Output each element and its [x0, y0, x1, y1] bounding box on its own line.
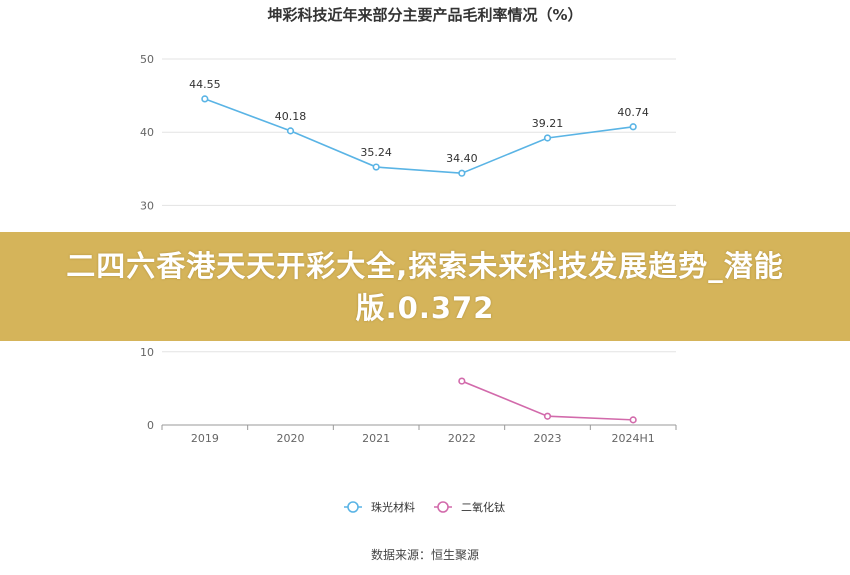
overlay-banner: 二四六香港天天开彩大全,探索未来科技发展趋势_潜能版.0.372 — [0, 232, 850, 341]
data-point — [201, 95, 209, 103]
x-tick-label: 2021 — [362, 432, 390, 445]
y-tick-label: 40 — [140, 126, 154, 139]
data-label: 35.24 — [360, 146, 392, 159]
data-source: 数据来源：恒生聚源 — [370, 548, 479, 562]
chart-title: 坤彩科技近年来部分主要产品毛利率情况（%） — [267, 6, 583, 24]
axes: 01020304050201920202021202220232024H1 — [140, 53, 677, 445]
x-tick-label: 2022 — [448, 432, 476, 445]
data-point — [372, 163, 380, 171]
data-point — [458, 169, 466, 177]
data-point — [458, 377, 466, 385]
y-tick-label: 50 — [140, 53, 154, 66]
data-label: 39.21 — [532, 117, 564, 130]
data-label: 40.74 — [617, 106, 649, 119]
data-point — [543, 134, 552, 142]
y-tick-label: 0 — [147, 419, 154, 432]
legend-marker — [347, 501, 359, 513]
data-label: 44.55 — [189, 78, 221, 91]
x-tick-label: 2020 — [277, 432, 305, 445]
x-tick-label: 2024H1 — [612, 432, 655, 445]
legend: 珠光材料 二氧化钛 — [344, 500, 505, 514]
x-tick-label: 2019 — [191, 432, 219, 445]
legend-marker — [437, 501, 449, 513]
series-line — [204, 98, 634, 175]
legend-label: 二氧化钛 — [461, 500, 505, 514]
data-labels: 44.55 40.18 35.24 34.40 39.21 40.74 — [189, 78, 649, 165]
y-tick-label: 10 — [140, 346, 154, 359]
data-point — [629, 416, 637, 424]
data-point — [629, 123, 637, 131]
data-point — [543, 412, 552, 420]
x-tick-label: 2023 — [534, 432, 562, 445]
data-label: 34.40 — [446, 152, 478, 165]
banner-text: 二四六香港天天开彩大全,探索未来科技发展趋势_潜能版.0.372 — [66, 248, 784, 325]
data-point — [286, 127, 295, 135]
y-tick-label: 30 — [140, 199, 154, 212]
data-label: 40.18 — [275, 110, 307, 123]
legend-label: 珠光材料 — [371, 500, 415, 514]
series — [201, 95, 637, 424]
